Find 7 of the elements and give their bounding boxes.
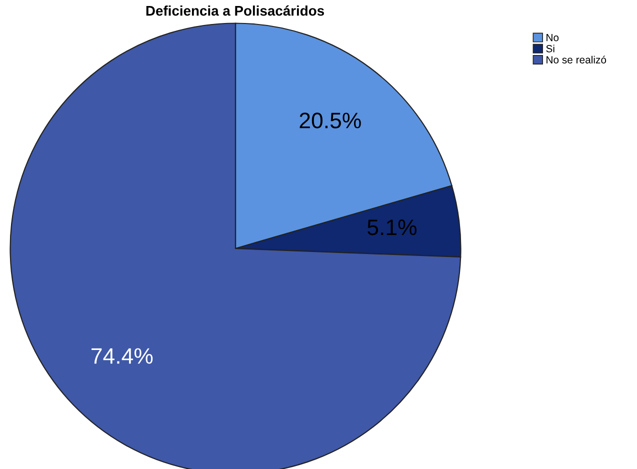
data-label: 5.1% <box>368 220 417 236</box>
chart-title: Deficiencia a Polisacáridos <box>146 5 324 16</box>
data-label: 20.5% <box>300 112 361 128</box>
legend-label: No se realizó <box>546 56 606 64</box>
data-label: 74.4% <box>92 348 153 364</box>
legend-label: No <box>546 34 559 42</box>
legend-label: Si <box>546 44 554 52</box>
